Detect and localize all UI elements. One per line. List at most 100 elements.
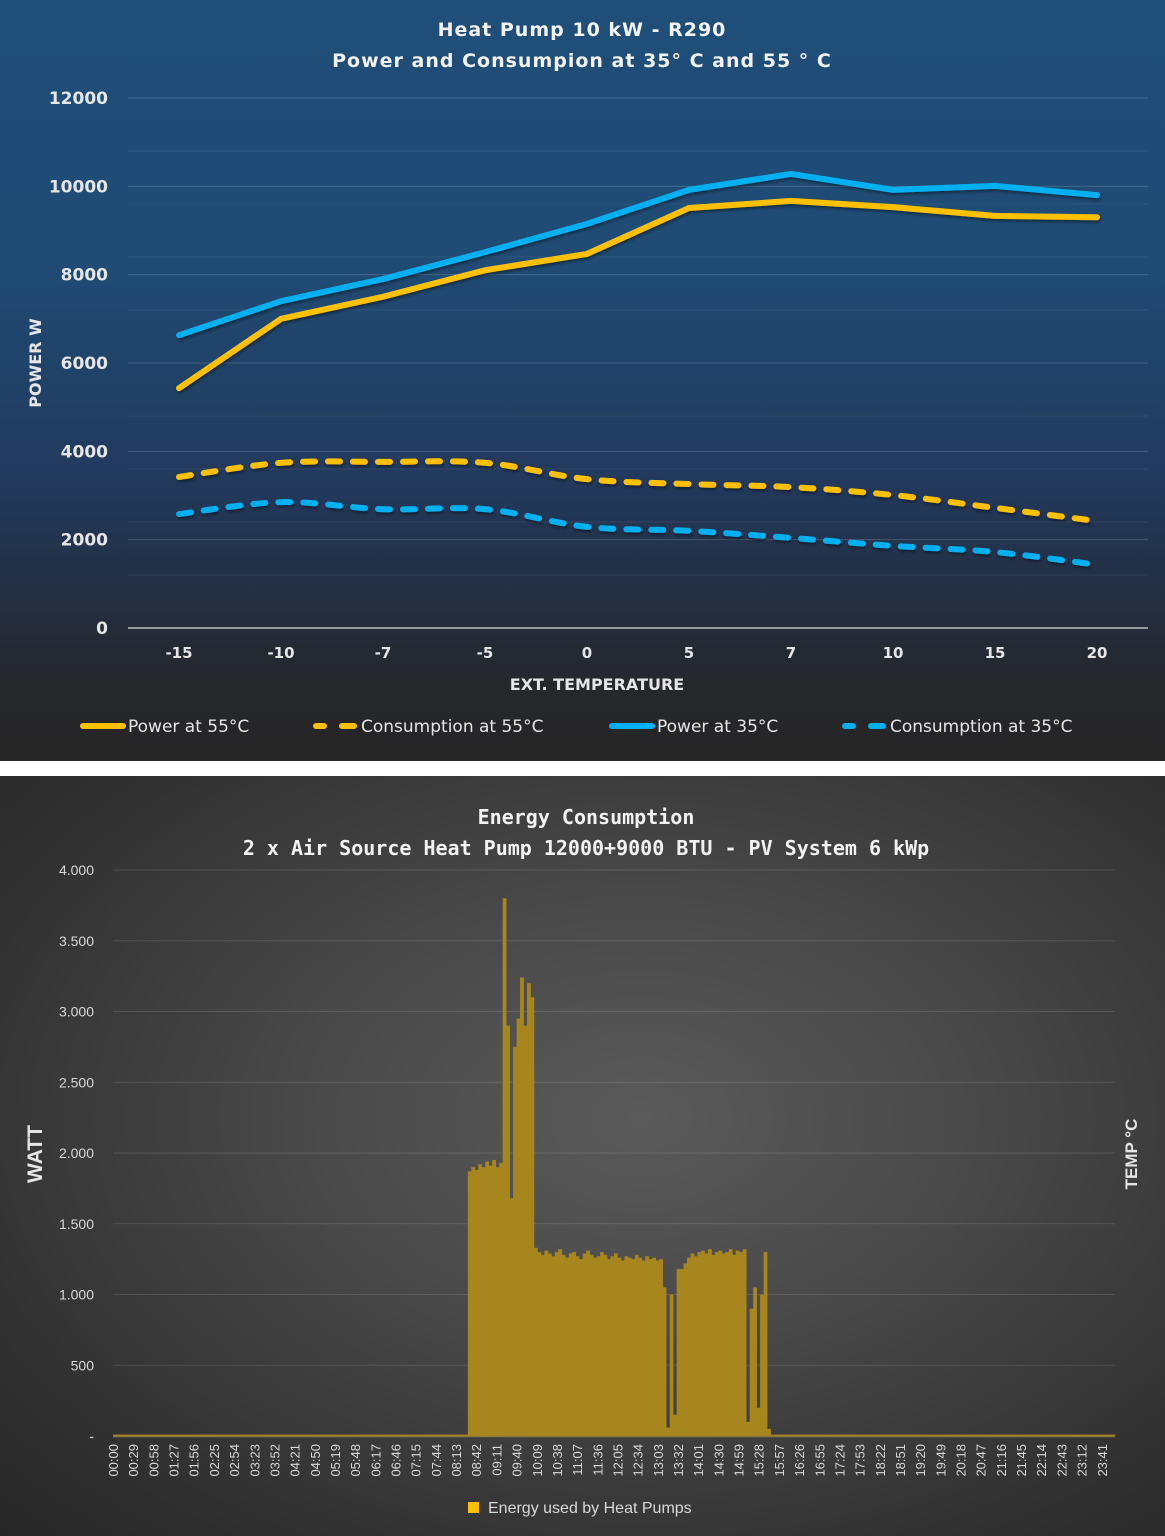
bar xyxy=(568,1253,573,1436)
series-line-consumption-at-55-c xyxy=(176,458,1100,525)
x-tick-label: 04:50 xyxy=(308,1444,323,1477)
legend-item: Consumption at 55°C xyxy=(313,717,543,737)
bar xyxy=(1024,1434,1029,1436)
bar xyxy=(530,997,535,1436)
bar xyxy=(617,1257,622,1436)
y-tick-label: 4.000 xyxy=(59,862,94,878)
bar xyxy=(273,1434,277,1436)
x-axis-ticks: -15 -10 -7 -5 0 5 7 10 15 20 xyxy=(165,644,1107,662)
bar xyxy=(262,1434,267,1436)
bar xyxy=(1028,1434,1032,1436)
bar xyxy=(864,1434,869,1436)
bar xyxy=(290,1434,295,1436)
x-tick-label: 0 xyxy=(582,644,592,662)
bar xyxy=(377,1434,382,1436)
series-lines xyxy=(176,170,1100,568)
bar xyxy=(328,1434,333,1436)
bar xyxy=(280,1434,284,1436)
bar xyxy=(951,1434,956,1436)
series-line-consumption-at-35-c xyxy=(176,499,1100,568)
bar xyxy=(1017,1434,1022,1436)
bar xyxy=(220,1434,225,1436)
bar xyxy=(728,1249,733,1436)
bar xyxy=(749,1308,754,1436)
x-tick-label: 03:52 xyxy=(267,1444,282,1477)
bar xyxy=(739,1252,744,1436)
x-tick-label: 5 xyxy=(684,644,694,662)
bar xyxy=(721,1253,726,1436)
bar xyxy=(641,1260,646,1436)
bar xyxy=(245,1434,249,1436)
x-tick-label: 7 xyxy=(786,644,796,662)
y-tick-label: 4000 xyxy=(61,442,108,462)
bar xyxy=(878,1434,883,1436)
bar xyxy=(774,1434,778,1436)
legend-item: Consumption at 35°C xyxy=(842,717,1072,737)
bar xyxy=(906,1434,911,1436)
bar xyxy=(217,1434,222,1436)
bar xyxy=(1000,1434,1004,1436)
bar xyxy=(238,1434,243,1436)
bar xyxy=(861,1434,865,1436)
bar xyxy=(161,1434,166,1436)
bar xyxy=(867,1434,872,1436)
bar xyxy=(213,1434,218,1436)
y-tick-label: 8000 xyxy=(61,266,108,286)
bar xyxy=(895,1434,900,1436)
bar xyxy=(488,1165,493,1436)
bar xyxy=(179,1434,183,1436)
bar xyxy=(175,1434,180,1436)
x-tick-label: 01:56 xyxy=(187,1444,202,1477)
bar xyxy=(944,1434,949,1436)
bar xyxy=(1087,1434,1091,1436)
bar xyxy=(1048,1434,1053,1436)
bar xyxy=(210,1434,215,1436)
x-tick-label: 08:42 xyxy=(469,1444,484,1477)
bar xyxy=(467,1171,472,1436)
bar xyxy=(551,1256,556,1436)
bar xyxy=(419,1434,423,1436)
bar xyxy=(391,1434,396,1436)
bar xyxy=(805,1434,810,1436)
bar xyxy=(582,1253,587,1436)
bar xyxy=(892,1434,897,1436)
bar xyxy=(624,1256,629,1436)
bar xyxy=(913,1434,917,1436)
x-tick-label: 19:20 xyxy=(913,1444,928,1477)
bar xyxy=(760,1294,764,1436)
bar xyxy=(346,1434,350,1436)
bar xyxy=(819,1434,824,1436)
bar xyxy=(680,1269,684,1436)
bar xyxy=(436,1434,441,1436)
heat-pump-power-chart: Heat Pump 10 kW - R290 Power and Consump… xyxy=(0,0,1165,761)
bar xyxy=(321,1434,326,1436)
bar xyxy=(927,1434,931,1436)
bar xyxy=(666,1427,670,1436)
bar xyxy=(373,1434,378,1436)
bar xyxy=(652,1257,657,1436)
bar xyxy=(443,1434,448,1436)
bar xyxy=(986,1434,991,1436)
bar xyxy=(506,1025,510,1436)
bar xyxy=(311,1434,316,1436)
bar xyxy=(1003,1434,1008,1436)
bar xyxy=(687,1257,691,1436)
bar xyxy=(203,1434,208,1436)
legend-item: Power at 35°C xyxy=(609,717,778,737)
bar xyxy=(742,1249,747,1436)
bar xyxy=(770,1434,775,1436)
x-tick-label: 18:51 xyxy=(893,1444,908,1477)
y-tick-label: 6000 xyxy=(61,354,108,374)
x-tick-label: 08:13 xyxy=(449,1444,464,1477)
legend-item: Power at 55°C xyxy=(80,717,249,737)
bar xyxy=(989,1434,994,1436)
bar xyxy=(144,1434,149,1436)
bar xyxy=(874,1434,879,1436)
bar xyxy=(168,1434,173,1436)
bar xyxy=(241,1434,246,1436)
bar xyxy=(499,1162,503,1436)
y-axis-label: POWER W xyxy=(26,318,45,408)
bar xyxy=(979,1434,984,1436)
x-tick-label: 22:14 xyxy=(1034,1444,1049,1477)
x-tick-label: 20:47 xyxy=(974,1444,989,1477)
